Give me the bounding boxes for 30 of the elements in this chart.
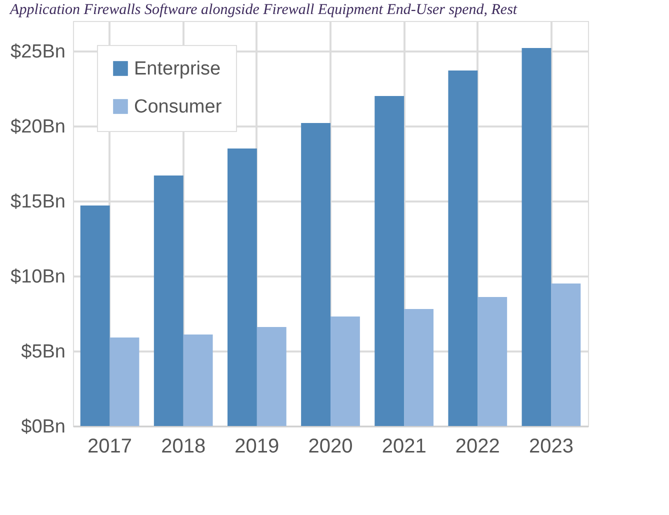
bar [154, 176, 184, 426]
y-tick-label: $5Bn [21, 342, 66, 362]
x-tick-label: 2023 [528, 436, 574, 458]
x-tick-label: 2019 [234, 436, 280, 458]
bar [551, 284, 581, 426]
y-tick-label: $10Bn [10, 266, 66, 288]
bar [478, 297, 508, 426]
x-tick-label: 2018 [161, 436, 206, 458]
y-tick-label: $15Bn [10, 192, 66, 212]
bar [183, 334, 213, 426]
bar [404, 309, 434, 426]
x-tick-label: 2022 [455, 436, 500, 458]
bar [256, 327, 286, 426]
bar [522, 48, 552, 426]
y-tick-label: $0Bn [21, 416, 66, 438]
y-tick-label: $25Bn [10, 42, 66, 62]
y-tick-label: $20Bn [10, 116, 66, 138]
x-tick-label: 2021 [382, 436, 426, 458]
legend-label: Enterprise [134, 58, 221, 80]
bar [301, 123, 330, 426]
x-tick-label: 2020 [308, 436, 353, 458]
chart-title: Application Firewalls Software alongside Firewall Equipment End-User spend, Rest [9, 2, 518, 18]
bar [448, 70, 478, 426]
bar [374, 96, 404, 426]
bar [228, 148, 257, 426]
bar [330, 316, 360, 426]
x-tick-label: 2017 [88, 436, 132, 458]
bar [110, 338, 140, 426]
bar [80, 206, 110, 426]
legend-label: Consumer [134, 96, 222, 118]
